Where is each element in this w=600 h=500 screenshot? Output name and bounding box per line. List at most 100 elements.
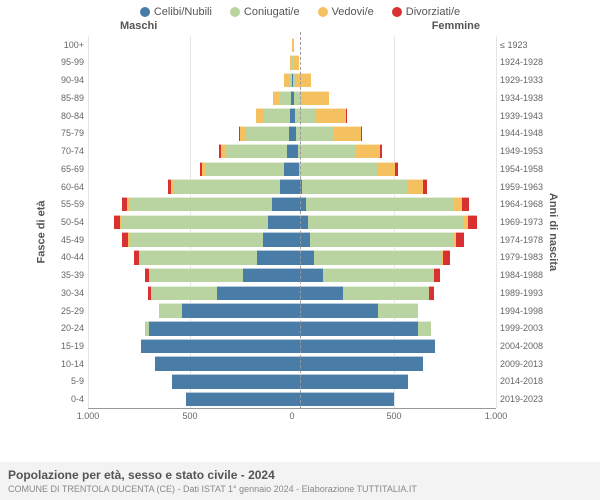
legend-item: Divorziati/e <box>392 6 460 18</box>
age-label: 30-34 <box>50 288 84 298</box>
bar-segment <box>292 356 423 371</box>
bar-segment <box>418 321 430 336</box>
male-bars <box>88 179 292 194</box>
age-label: 70-74 <box>50 146 84 156</box>
age-row: 10-142009-2013 <box>88 355 496 373</box>
female-bars <box>292 179 496 194</box>
bar-segment <box>139 250 257 265</box>
bar-segment <box>292 250 314 265</box>
footer-title: Popolazione per età, sesso e stato civil… <box>8 468 592 482</box>
age-label: 65-69 <box>50 164 84 174</box>
bar-segment <box>408 179 422 194</box>
bar-segment <box>263 108 290 123</box>
bar-segment <box>141 339 292 354</box>
male-bars <box>88 339 292 354</box>
center-line <box>300 32 301 408</box>
age-row: 100+≤ 1923 <box>88 36 496 54</box>
age-row: 75-791944-1948 <box>88 125 496 143</box>
bar-segment <box>314 250 440 265</box>
birth-label: 1929-1933 <box>500 75 554 85</box>
bar-segment <box>429 286 434 301</box>
male-bars <box>88 162 292 177</box>
bar-segment <box>256 108 263 123</box>
male-bars <box>88 144 292 159</box>
male-bars <box>88 303 292 318</box>
bar-segment <box>268 215 292 230</box>
age-row: 45-491974-1978 <box>88 231 496 249</box>
male-bars <box>88 392 292 407</box>
bar-segment <box>346 108 347 123</box>
male-bars <box>88 232 292 247</box>
female-bars <box>292 38 496 53</box>
x-tick: 0 <box>289 411 294 421</box>
age-row: 30-341989-1993 <box>88 284 496 302</box>
bar-segment <box>462 197 469 212</box>
chart-rows: 0-42019-20235-92014-201810-142009-201315… <box>88 36 496 408</box>
legend-swatch <box>140 7 150 17</box>
male-bars <box>88 91 292 106</box>
bar-segment <box>306 197 453 212</box>
age-label: 90-94 <box>50 75 84 85</box>
bar-segment <box>257 250 292 265</box>
bar-segment <box>323 268 433 283</box>
female-bars <box>292 303 496 318</box>
bar-segment <box>295 73 311 88</box>
age-label: 95-99 <box>50 57 84 67</box>
female-bars <box>292 126 496 141</box>
bar-segment <box>292 303 378 318</box>
legend-label: Divorziati/e <box>406 6 460 18</box>
x-tick: 1.000 <box>77 411 100 421</box>
female-bars <box>292 162 496 177</box>
male-bars <box>88 197 292 212</box>
bar-segment <box>182 303 292 318</box>
bar-segment <box>243 268 292 283</box>
legend-label: Celibi/Nubili <box>154 6 212 18</box>
bar-segment <box>121 215 268 230</box>
bar-segment <box>159 303 181 318</box>
age-label: 85-89 <box>50 93 84 103</box>
legend-item: Vedovi/e <box>318 6 374 18</box>
female-bars <box>292 268 496 283</box>
female-bars <box>292 232 496 247</box>
female-bars <box>292 374 496 389</box>
bar-segment <box>315 108 346 123</box>
age-row: 95-991924-1928 <box>88 54 496 72</box>
bar-segment <box>272 197 292 212</box>
birth-label: 1984-1988 <box>500 270 554 280</box>
bar-segment <box>443 250 450 265</box>
bar-segment <box>468 215 476 230</box>
bar-segment <box>298 144 355 159</box>
female-header: Femmine <box>432 20 480 32</box>
age-label: 35-39 <box>50 270 84 280</box>
bar-segment <box>302 91 329 106</box>
legend-item: Coniugati/e <box>230 6 300 18</box>
birth-label: 2014-2018 <box>500 376 554 386</box>
bar-segment <box>151 286 216 301</box>
birth-label: 1999-2003 <box>500 323 554 333</box>
birth-label: 1949-1953 <box>500 146 554 156</box>
bar-segment <box>292 374 408 389</box>
male-header: Maschi <box>120 20 157 32</box>
birth-label: 1994-1998 <box>500 306 554 316</box>
footer: Popolazione per età, sesso e stato civil… <box>0 462 600 500</box>
bar-segment <box>299 162 377 177</box>
bar-segment <box>355 144 379 159</box>
age-label: 5-9 <box>50 376 84 386</box>
bar-segment <box>279 91 291 106</box>
age-row: 40-441979-1983 <box>88 249 496 267</box>
legend-swatch <box>318 7 328 17</box>
birth-label: 1964-1968 <box>500 199 554 209</box>
bar-segment <box>217 286 292 301</box>
bar-segment <box>172 374 292 389</box>
bar-segment <box>456 232 464 247</box>
bar-segment <box>380 144 382 159</box>
age-row: 70-741949-1953 <box>88 142 496 160</box>
birth-label: 1924-1928 <box>500 57 554 67</box>
bar-segment <box>361 126 362 141</box>
gender-headers: Maschi Femmine <box>0 18 600 32</box>
bar-segment <box>246 126 289 141</box>
bar-segment <box>292 162 299 177</box>
bar-segment <box>292 339 435 354</box>
bar-segment <box>423 179 427 194</box>
x-tick: 500 <box>386 411 401 421</box>
